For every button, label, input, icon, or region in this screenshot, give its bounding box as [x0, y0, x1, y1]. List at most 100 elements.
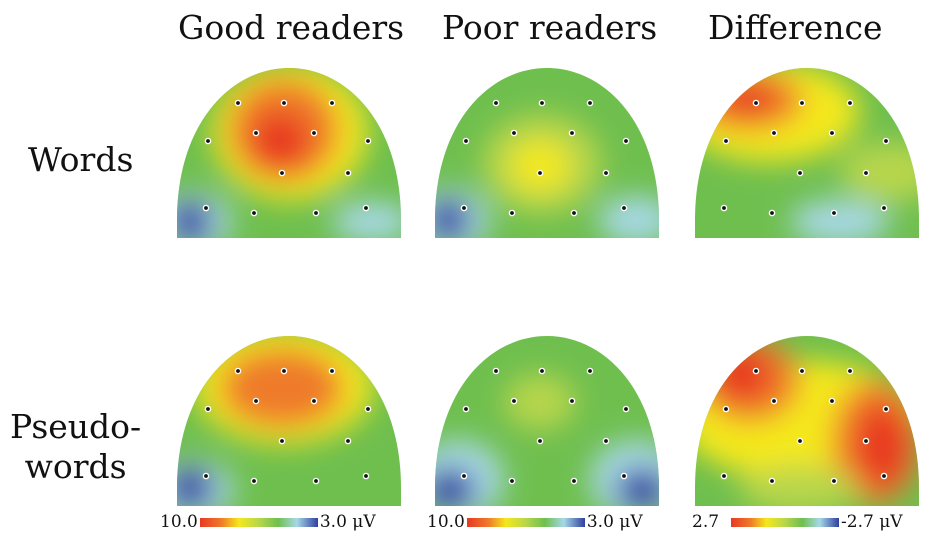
column-title-difference: Difference [708, 8, 883, 47]
electrode-dot [570, 209, 578, 217]
electrode-dot [536, 437, 544, 445]
topomap-difference-pseudowords [695, 336, 919, 506]
row-label-pseudowords-line1: Pseudo- [10, 407, 142, 446]
scale-diff-min: 2.7 [692, 512, 720, 532]
electrode-dot [720, 472, 728, 480]
electrode-dot [882, 137, 890, 145]
electrode-dot [602, 169, 610, 177]
electrode-dot [510, 397, 518, 405]
electrode-dot [310, 129, 318, 137]
electrode-dot [508, 209, 516, 217]
electrode-dot [310, 397, 318, 405]
electrode-dot [204, 137, 212, 145]
electrode-dot [508, 477, 516, 485]
electrode-dot [362, 204, 370, 212]
electrode-dot [798, 99, 806, 107]
electrode-dot [880, 204, 888, 212]
electrode-dot [722, 405, 730, 413]
electrode-dot [862, 437, 870, 445]
topomap-difference-words [695, 68, 919, 238]
electrode-dot [722, 137, 730, 145]
electrode-dot [830, 477, 838, 485]
electrode-dots [460, 99, 630, 217]
electrode-dot [536, 169, 544, 177]
electrode-dots [460, 367, 630, 485]
electrode-dot [362, 472, 370, 480]
electrode-dot [602, 437, 610, 445]
topomap-poor-readers-pseudowords [435, 336, 659, 506]
electrode-dot [364, 405, 372, 413]
electrode-dot [568, 129, 576, 137]
electrode-dot [462, 137, 470, 145]
scale-bar-poor [466, 517, 585, 527]
electrode-dot [862, 169, 870, 177]
electrode-dot [250, 477, 258, 485]
column-title-poor-readers: Poor readers [442, 8, 658, 47]
electrode-dot [620, 472, 628, 480]
electrode-dot [312, 209, 320, 217]
topomap-poor-readers-words [435, 68, 659, 238]
electrode-dot [796, 437, 804, 445]
scale-bar-good [199, 517, 318, 527]
electrode-dot [250, 209, 258, 217]
electrode-dot [846, 99, 854, 107]
column-title-good-readers: Good readers [178, 8, 405, 47]
electrode-dot [462, 405, 470, 413]
electrode-dot [492, 367, 500, 375]
electrode-dot [770, 129, 778, 137]
row-label-pseudowords: Pseudo- words [10, 407, 141, 487]
electrode-dot [752, 367, 760, 375]
electrode-dot [880, 472, 888, 480]
electrode-dot [570, 477, 578, 485]
scale-diff-max: -2.7 μV [841, 512, 903, 532]
electrode-dot [364, 137, 372, 145]
electrode-dot [280, 99, 288, 107]
electrode-dot [202, 204, 210, 212]
electrode-dot [620, 204, 628, 212]
electrode-dot [796, 169, 804, 177]
electrode-dot [798, 367, 806, 375]
topomap-good-readers-pseudowords [177, 336, 401, 506]
electrode-dot [720, 204, 728, 212]
electrode-dot [622, 405, 630, 413]
electrode-dot [312, 477, 320, 485]
electrode-dot [344, 437, 352, 445]
electrode-dot [752, 99, 760, 107]
electrode-dot [586, 367, 594, 375]
electrode-dot [828, 129, 836, 137]
electrode-dot [830, 209, 838, 217]
electrode-dot [510, 129, 518, 137]
electrode-dot [568, 397, 576, 405]
electrode-dot [828, 397, 836, 405]
scale-bar-difference [731, 517, 840, 527]
electrode-dot [278, 437, 286, 445]
electrode-dot [204, 405, 212, 413]
electrode-dot [328, 367, 336, 375]
color-scale-difference: 2.7 -2.7 μV [692, 512, 903, 532]
electrode-dot [622, 137, 630, 145]
electrode-dot [278, 169, 286, 177]
electrode-dot [280, 367, 288, 375]
electrode-dot [252, 397, 260, 405]
electrode-dots [202, 367, 372, 485]
electrode-dot [460, 204, 468, 212]
scale-poor-min: 10.0 [427, 512, 465, 532]
row-label-words: Words [28, 140, 134, 179]
electrode-dot [344, 169, 352, 177]
color-scale-poor-readers: 10.0 3.0 μV [427, 512, 643, 532]
electrode-dot [234, 367, 242, 375]
electrode-dot [328, 99, 336, 107]
electrode-dots [202, 99, 372, 217]
electrode-dot [586, 99, 594, 107]
electrode-dot [202, 472, 210, 480]
scale-good-min: 10.0 [160, 512, 198, 532]
electrode-dot [492, 99, 500, 107]
electrode-dot [234, 99, 242, 107]
scale-poor-max: 3.0 μV [586, 512, 643, 532]
scale-good-max: 3.0 μV [319, 512, 376, 532]
electrode-dot [846, 367, 854, 375]
electrode-dot [538, 367, 546, 375]
electrode-dots [720, 367, 890, 485]
electrode-dot [768, 209, 776, 217]
color-scale-good-readers: 10.0 3.0 μV [160, 512, 376, 532]
